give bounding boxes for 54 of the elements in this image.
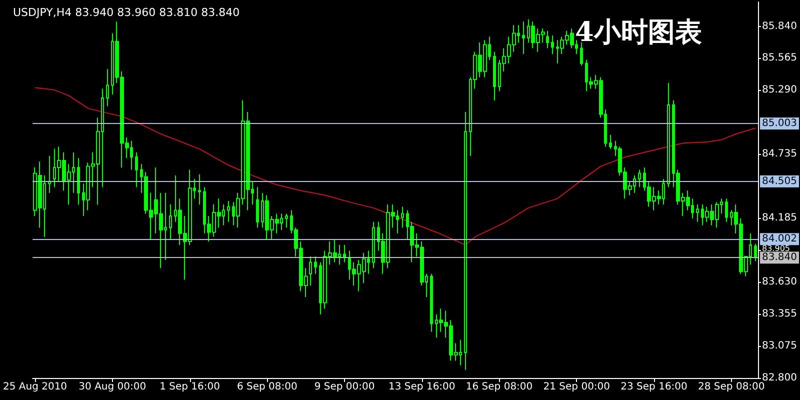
x-tick-label: 23 Sep 16:00 bbox=[620, 382, 688, 392]
candlestick bbox=[464, 111, 467, 370]
candlestick bbox=[609, 134, 612, 150]
y-tick-label: 83.355 bbox=[762, 308, 797, 320]
x-tick-label: 21 Sep 00:00 bbox=[543, 382, 610, 392]
candlestick bbox=[551, 35, 554, 55]
y-tick-label: 82.800 bbox=[762, 372, 797, 384]
candlestick bbox=[638, 169, 641, 188]
y-tick-label: 83.905 bbox=[762, 244, 790, 254]
candlestick bbox=[48, 155, 51, 194]
candlestick bbox=[77, 158, 80, 205]
candlestick bbox=[430, 273, 433, 332]
candlestick bbox=[169, 204, 172, 240]
x-tick-label: 30 Aug 00:00 bbox=[78, 382, 146, 392]
x-tick-label: 6 Sep 08:00 bbox=[236, 382, 298, 392]
y-tick-label: 84.735 bbox=[762, 148, 797, 160]
candlestick bbox=[696, 204, 699, 222]
candlestick bbox=[198, 174, 201, 205]
candlestick bbox=[285, 213, 288, 228]
candlestick bbox=[256, 186, 259, 228]
x-tick-label: 13 Sep 16:00 bbox=[388, 382, 456, 392]
x-tick-label: 28 Sep 08:00 bbox=[698, 382, 765, 392]
candlestick bbox=[493, 51, 496, 101]
x-tick-label: 25 Aug 2010 bbox=[2, 382, 68, 392]
candlestick bbox=[522, 21, 525, 55]
y-tick-label: 83.630 bbox=[762, 276, 797, 288]
candlestick bbox=[754, 243, 757, 262]
line-series bbox=[34, 87, 756, 246]
ref-line-label: 84.002 bbox=[762, 234, 797, 245]
ref-line-label: 84.505 bbox=[762, 176, 797, 187]
candlestick bbox=[580, 42, 583, 66]
x-tick-label: 1 Sep 16:00 bbox=[160, 382, 220, 392]
x-tick-label: 16 Sep 08:00 bbox=[466, 382, 533, 392]
candlestick bbox=[106, 68, 109, 107]
candlestick bbox=[314, 256, 317, 274]
candlestick bbox=[546, 30, 549, 49]
y-tick-label: 84.185 bbox=[762, 212, 797, 224]
candlestick bbox=[725, 198, 728, 222]
x-tick-label: 9 Sep 00:00 bbox=[314, 382, 375, 392]
candlestick bbox=[309, 256, 312, 286]
text: 4小时图表 bbox=[575, 17, 702, 48]
chart-title: USDJPY,H4 83.940 83.960 83.810 83.840 bbox=[13, 6, 240, 19]
y-tick-label: 83.075 bbox=[762, 340, 797, 352]
y-tick-label: 85.290 bbox=[762, 84, 797, 96]
ref-line-label: 83.840 bbox=[762, 252, 797, 264]
candlestick bbox=[135, 152, 138, 188]
candlestick bbox=[343, 244, 346, 263]
candlestick bbox=[372, 221, 375, 269]
y-tick-label: 85.840 bbox=[762, 20, 797, 32]
y-tick-label: 85.565 bbox=[762, 52, 797, 64]
candlestick bbox=[667, 82, 670, 188]
ref-line-label: 85.003 bbox=[762, 118, 797, 129]
candlestick bbox=[401, 206, 404, 228]
candlestick bbox=[227, 200, 230, 222]
